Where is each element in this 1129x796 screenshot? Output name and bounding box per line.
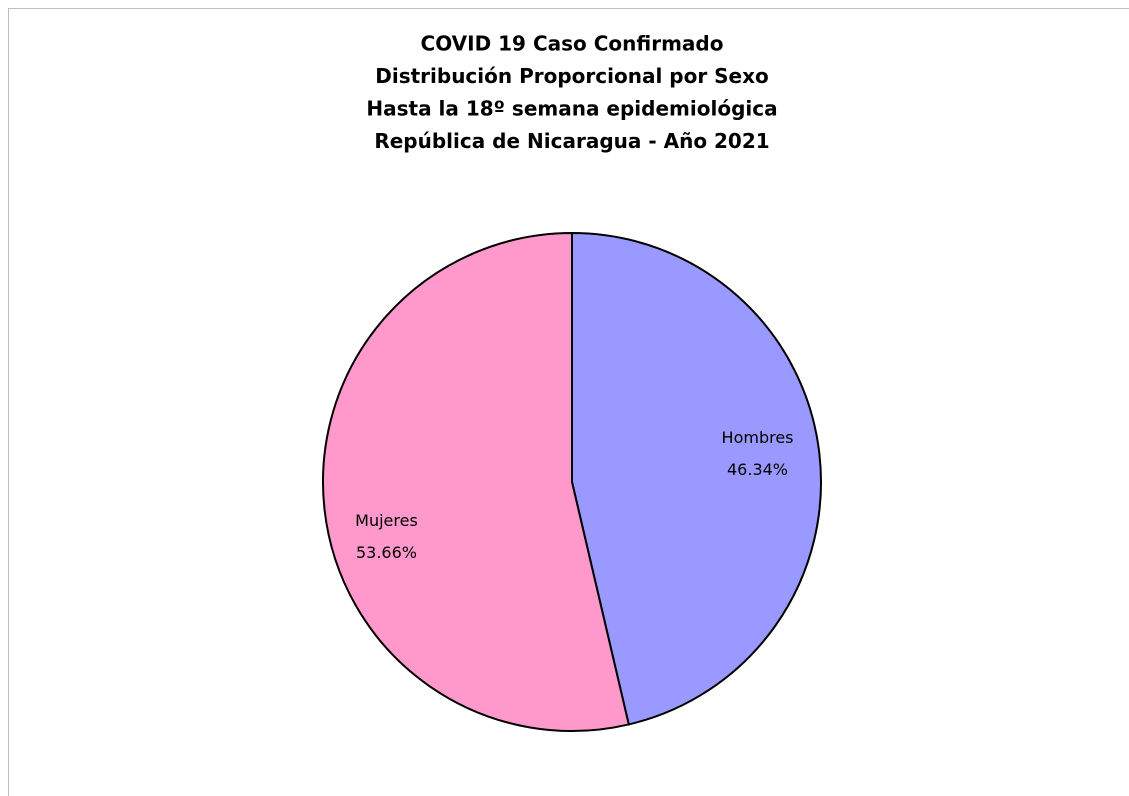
pie-slice <box>322 231 630 732</box>
chart-title: COVID 19 Caso Confirmado <box>421 32 724 56</box>
chart-title: República de Nicaragua - Año 2021 <box>374 129 769 153</box>
chart-title: Hasta la 18º semana epidemiológica <box>366 97 777 121</box>
pie-slice <box>571 231 822 726</box>
value-label: 46.34% <box>727 460 788 479</box>
slice-label: Hombres <box>722 428 794 447</box>
slice-label: Mujeres <box>355 511 418 530</box>
value-label: 53.66% <box>356 543 417 562</box>
chart-title: Distribución Proporcional por Sexo <box>375 64 769 88</box>
